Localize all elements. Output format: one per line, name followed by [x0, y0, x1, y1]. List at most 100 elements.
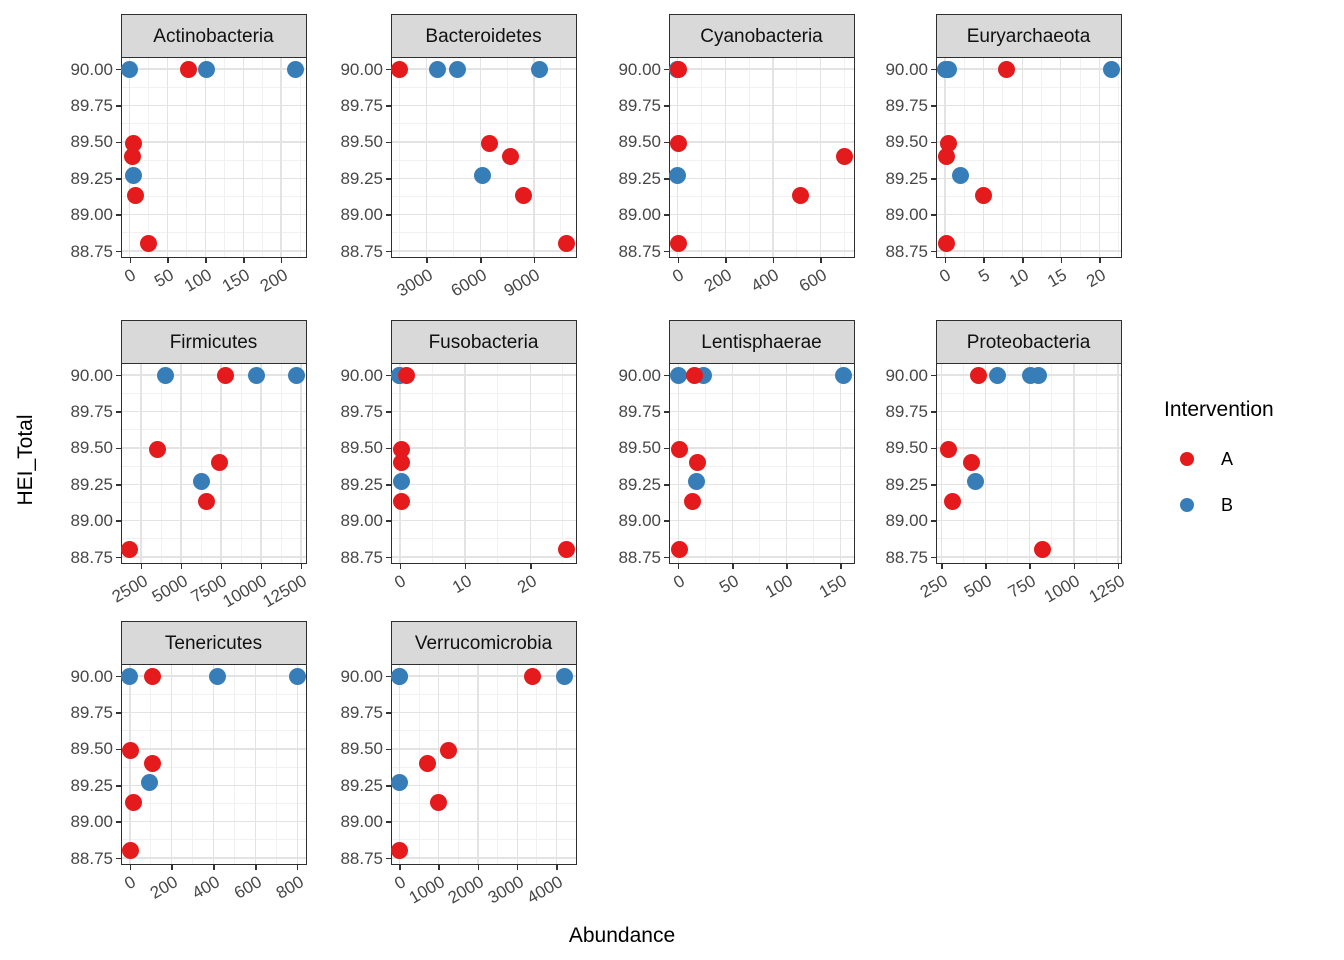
gridline-minor — [261, 57, 263, 257]
data-point-A — [940, 440, 957, 458]
gridline-major — [669, 374, 854, 376]
gridline-major — [936, 556, 1121, 558]
gridline-minor — [1095, 363, 1097, 563]
gridline-minor — [280, 363, 282, 563]
gridline-major — [121, 177, 306, 179]
x-axis-tick — [516, 864, 519, 870]
facet-panel — [668, 56, 855, 258]
x-axis-tick — [786, 563, 788, 569]
gridline-major — [936, 447, 1121, 449]
data-point-B — [125, 166, 143, 184]
facet-strip-label: Euryarchaeota — [966, 25, 1091, 47]
facet-panel — [390, 362, 577, 564]
legend-item: B — [1160, 482, 1344, 528]
y-axis-tick — [663, 178, 669, 180]
y-tick-label: 89.50 — [340, 438, 383, 458]
x-axis-tick — [1021, 257, 1024, 263]
data-point-B — [669, 366, 687, 384]
x-tick-label: 0 — [391, 571, 410, 593]
gridline-major — [669, 141, 854, 143]
gridline-major — [1029, 363, 1031, 563]
x-axis-tick — [300, 563, 303, 569]
data-point-A — [180, 60, 198, 78]
x-axis-tick — [677, 257, 680, 263]
data-point-A — [557, 235, 575, 253]
data-point-B — [287, 366, 305, 384]
gridline-major — [936, 214, 1121, 216]
gridline-major — [669, 410, 854, 413]
gridline-major — [669, 556, 854, 558]
y-tick-label: 89.50 — [340, 739, 383, 759]
x-axis-tick — [171, 864, 173, 870]
y-tick-label: 89.25 — [340, 474, 383, 494]
facet-strip-label: Fusobacteria — [428, 331, 539, 353]
data-point-B — [688, 472, 706, 490]
y-tick-label: 89.75 — [340, 96, 383, 116]
x-axis-tick — [556, 864, 558, 870]
gridline-major — [839, 363, 842, 563]
facet-strip: Fusobacteria — [390, 319, 577, 366]
data-point-B — [473, 166, 491, 184]
x-axis-title: Abundance — [568, 924, 676, 947]
data-point-B — [390, 773, 408, 791]
gridline-minor — [669, 429, 854, 431]
gridline-major — [391, 520, 576, 522]
x-axis-tick — [725, 257, 727, 263]
gridline-minor — [936, 502, 1121, 503]
gridline-major — [1117, 363, 1119, 563]
gridline-major — [391, 556, 576, 558]
y-tick-label: 88.75 — [340, 848, 383, 868]
gridline-minor — [391, 159, 576, 161]
y-tick-label: 88.75 — [70, 848, 113, 868]
gridline-major — [391, 68, 576, 70]
gridline-major — [533, 57, 535, 257]
y-tick-label: 89.50 — [885, 438, 928, 458]
y-axis-tick — [115, 178, 121, 180]
data-point-B — [1030, 366, 1048, 384]
gridline-minor — [936, 232, 1121, 234]
data-point-A — [938, 148, 956, 165]
x-axis-tick — [533, 257, 536, 263]
gridline-minor — [121, 196, 306, 197]
gridline-major — [669, 520, 854, 522]
data-point-B — [555, 667, 573, 685]
y-tick-label: 89.75 — [618, 402, 661, 422]
data-point-A — [670, 541, 688, 559]
y-axis-tick — [663, 214, 669, 217]
facet-panel — [390, 56, 577, 258]
y-axis-tick — [385, 68, 391, 71]
data-point-A — [392, 454, 410, 471]
gridline-minor — [399, 57, 401, 257]
facet-strip: Actinobacteria — [120, 13, 307, 60]
y-tick-label: 90.00 — [70, 666, 113, 686]
gridline-major — [669, 104, 854, 107]
gridline-major — [785, 363, 788, 563]
gridline-major — [121, 374, 306, 376]
data-point-A — [1033, 541, 1051, 559]
gridline-minor — [391, 502, 576, 503]
gridline-major — [121, 520, 306, 522]
y-axis-tick — [385, 748, 391, 751]
y-axis-tick — [115, 411, 121, 413]
y-axis-tick — [115, 484, 121, 486]
gridline-major — [280, 57, 282, 257]
data-point-B — [141, 773, 159, 791]
gridline-major — [260, 363, 262, 563]
x-axis-tick — [840, 563, 842, 569]
y-axis-tick — [663, 68, 669, 71]
gridline-minor — [391, 232, 576, 234]
y-axis-tick — [930, 250, 936, 253]
y-tick-label: 89.00 — [70, 812, 113, 832]
gridline-minor — [391, 86, 576, 88]
gridline-major — [669, 483, 854, 485]
y-axis-tick — [385, 105, 391, 107]
y-axis-tick — [385, 141, 391, 144]
data-point-A — [430, 794, 448, 812]
gridline-minor — [192, 664, 194, 864]
gridline-minor — [796, 57, 798, 257]
legend-label: B — [1221, 494, 1234, 515]
y-tick-label: 89.50 — [70, 132, 113, 152]
x-axis-tick — [464, 563, 467, 569]
data-point-B — [1102, 60, 1120, 78]
y-axis-title: HEI_Total — [14, 414, 37, 506]
